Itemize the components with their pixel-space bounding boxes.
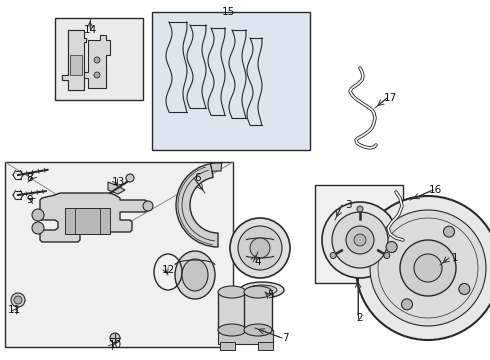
Bar: [218, 292, 246, 330]
Circle shape: [32, 209, 44, 221]
Circle shape: [238, 226, 282, 270]
Text: 9: 9: [26, 195, 33, 205]
Circle shape: [32, 222, 44, 234]
Text: 12: 12: [161, 265, 174, 275]
Text: 14: 14: [83, 25, 97, 35]
Text: 7: 7: [282, 333, 288, 343]
Circle shape: [250, 238, 270, 258]
Circle shape: [370, 210, 486, 326]
Circle shape: [14, 296, 22, 304]
Circle shape: [94, 72, 100, 78]
Circle shape: [230, 218, 290, 278]
Circle shape: [459, 284, 470, 294]
Circle shape: [414, 254, 442, 282]
Text: 8: 8: [26, 173, 33, 183]
Text: 6: 6: [195, 173, 201, 183]
Bar: [70, 55, 82, 75]
Ellipse shape: [244, 324, 272, 336]
Bar: [244, 292, 272, 330]
Circle shape: [332, 212, 388, 268]
Circle shape: [143, 201, 153, 211]
Circle shape: [384, 252, 390, 258]
Text: 16: 16: [428, 185, 441, 195]
Circle shape: [322, 202, 398, 278]
Bar: [65, 208, 110, 234]
Circle shape: [356, 196, 490, 340]
Text: 1: 1: [452, 253, 458, 263]
Polygon shape: [40, 193, 148, 242]
Text: 13: 13: [111, 177, 124, 187]
Polygon shape: [62, 30, 86, 90]
Text: 15: 15: [221, 7, 235, 17]
Polygon shape: [108, 182, 125, 194]
Text: 17: 17: [383, 93, 396, 103]
Circle shape: [386, 242, 397, 252]
Text: 3: 3: [344, 200, 351, 210]
Bar: [152, 12, 310, 150]
Ellipse shape: [218, 324, 246, 336]
Bar: [258, 342, 273, 350]
Circle shape: [94, 57, 100, 63]
Wedge shape: [176, 164, 218, 247]
Text: 10: 10: [108, 340, 122, 350]
Text: 4: 4: [255, 257, 261, 267]
Polygon shape: [84, 35, 110, 88]
Circle shape: [110, 333, 120, 343]
Bar: [218, 330, 273, 344]
Bar: [315, 185, 403, 283]
Circle shape: [443, 226, 455, 237]
Text: 2: 2: [357, 313, 363, 323]
Text: 5: 5: [267, 290, 273, 300]
Circle shape: [354, 234, 366, 246]
Circle shape: [357, 206, 363, 212]
Bar: [5, 162, 233, 347]
Circle shape: [126, 174, 134, 182]
Wedge shape: [211, 163, 221, 171]
Ellipse shape: [175, 251, 215, 299]
Circle shape: [401, 299, 413, 310]
Ellipse shape: [247, 285, 277, 295]
Bar: [220, 342, 235, 350]
Ellipse shape: [218, 286, 246, 298]
Circle shape: [346, 226, 374, 254]
Circle shape: [400, 240, 456, 296]
Ellipse shape: [182, 259, 208, 291]
Ellipse shape: [244, 286, 272, 298]
Bar: [55, 18, 143, 100]
Ellipse shape: [240, 282, 284, 298]
Text: 11: 11: [7, 305, 21, 315]
Circle shape: [330, 252, 336, 258]
Circle shape: [11, 293, 25, 307]
